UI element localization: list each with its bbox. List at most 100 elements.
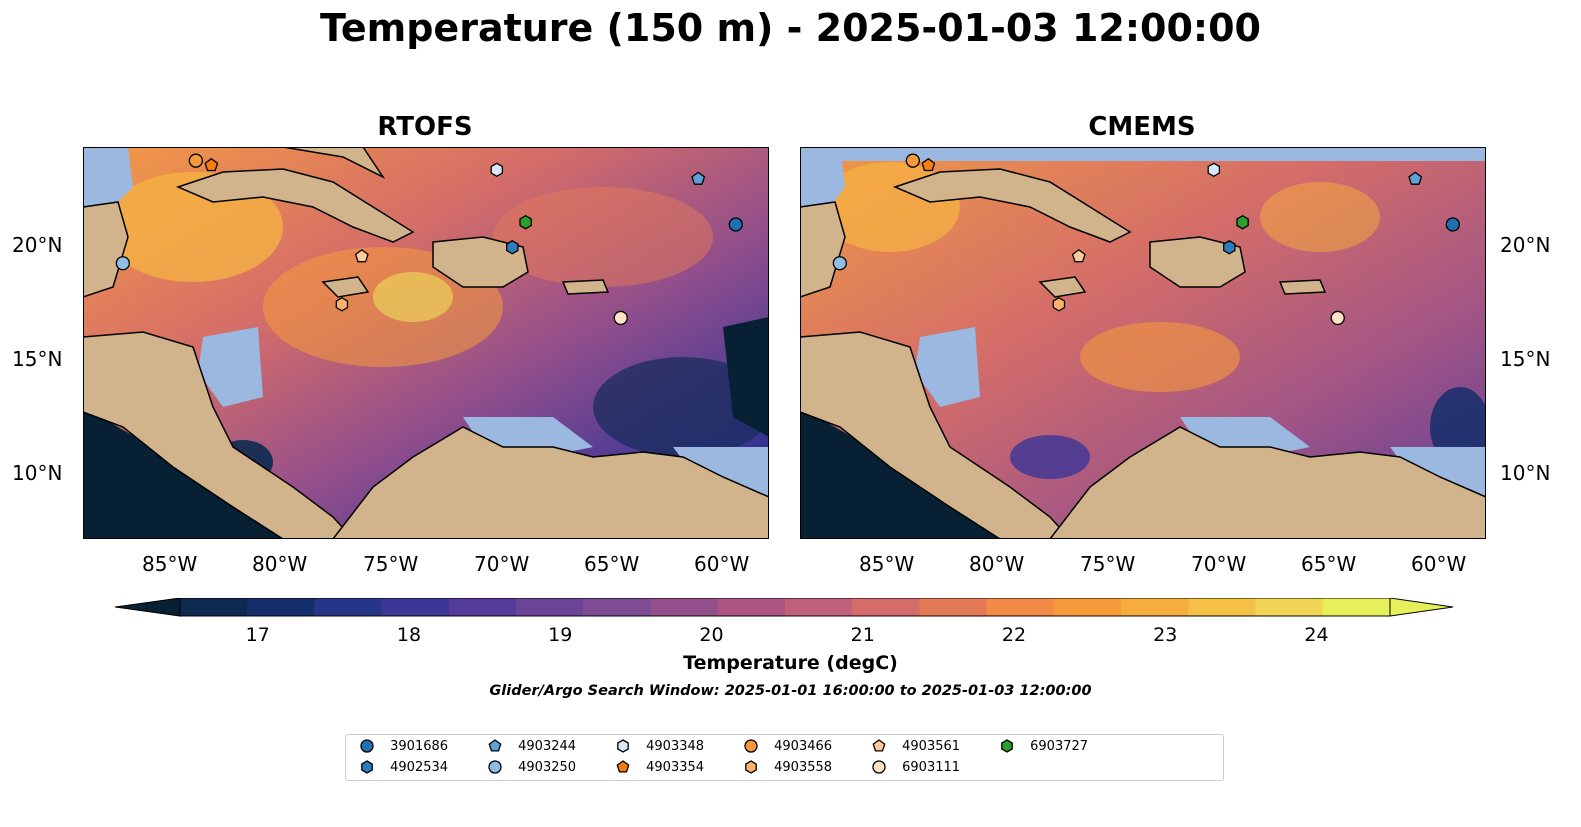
lon-label: 75°W (1080, 552, 1136, 576)
colorbar-segment (986, 598, 1055, 616)
land-south-america (332, 426, 769, 539)
land-puerto-rico (561, 279, 610, 295)
platform-marker-4903250 (115, 256, 130, 271)
colorbar-max-arrow (1389, 598, 1454, 617)
colorbar-segment (1121, 598, 1189, 616)
legend-item-4903354: 4903354 (614, 759, 704, 775)
map-frame (83, 147, 769, 539)
hexagon-marker-icon (617, 739, 629, 753)
platform-marker-4903354 (921, 157, 936, 172)
map-panel-cmems (800, 147, 1486, 539)
colorbar-tick-label: 22 (1001, 624, 1027, 646)
circle-marker-icon (744, 739, 758, 753)
land-hispaniola (1149, 236, 1246, 288)
cold-eddy (1430, 387, 1486, 467)
warm-eddy (1080, 322, 1240, 392)
colorbar-label: Temperature (degC) (683, 652, 898, 674)
legend-label: 6903111 (898, 759, 961, 775)
platform-marker-6903111 (613, 310, 628, 326)
legend-item-4903244: 4903244 (486, 738, 576, 754)
cold-eddy (593, 357, 769, 457)
colorbar-segment (1053, 598, 1122, 616)
lat-label-right: 10°N (1500, 461, 1551, 485)
platform-marker-4903558 (335, 297, 349, 312)
colorbar-segment (852, 598, 920, 616)
shallow-water (915, 327, 980, 407)
colorbar (115, 598, 1454, 617)
platform-marker-4903466 (905, 153, 921, 168)
legend-label: 4903466 (770, 738, 833, 754)
colorbar-segment (448, 598, 517, 616)
platform-marker-4903561 (354, 249, 369, 263)
colorbar-segment (717, 598, 786, 616)
colorbar-segment (583, 598, 652, 616)
legend-label: 3901686 (386, 738, 449, 754)
legend-label: 6903727 (1026, 738, 1089, 754)
map-rtofs (83, 147, 769, 539)
legend: 3901686 4902534 4903244 4903250 4903348 … (345, 734, 1224, 781)
warm-eddy (493, 187, 713, 287)
lon-label: 85°W (142, 552, 198, 576)
lon-label: 70°W (474, 552, 530, 576)
lat-label-left: 15°N (12, 347, 63, 371)
legend-item-4903250: 4903250 (486, 759, 576, 775)
colorbar-segment (516, 598, 584, 616)
colorbar-tick-label: 18 (396, 624, 422, 646)
colorbar-segment (1322, 598, 1391, 616)
land-south-america (1049, 426, 1486, 539)
legend-item-4903348: 4903348 (614, 738, 704, 754)
colorbar-segment (785, 598, 853, 616)
shallow-water (198, 327, 263, 407)
map-cmems (800, 147, 1486, 539)
platform-marker-3901686 (728, 217, 743, 232)
platform-marker-4902534 (1223, 240, 1236, 255)
hexagon-marker-icon (745, 760, 757, 774)
lat-label-right: 15°N (1500, 347, 1551, 371)
colorbar-ticks: 17 18 19 20 21 22 23 24 (0, 624, 1581, 650)
cold-eddy (1010, 435, 1090, 479)
hexagon-marker-icon (361, 760, 373, 774)
colorbar-segment (314, 598, 383, 616)
platform-marker-4903558 (1052, 297, 1066, 312)
platform-marker-4903354 (204, 157, 219, 172)
land-jamaica (321, 276, 370, 298)
legend-label: 4903354 (642, 759, 705, 775)
lon-label: 65°W (584, 552, 640, 576)
panel-title-rtofs: RTOFS (377, 112, 473, 142)
warm-eddy (1260, 182, 1380, 252)
platform-marker-4903348 (490, 162, 504, 178)
land-puerto-rico (1278, 279, 1327, 295)
land-cuba (892, 168, 1132, 243)
platform-marker-4902534 (506, 240, 519, 255)
legend-label: 4903250 (514, 759, 577, 775)
panel-title-cmems: CMEMS (1088, 112, 1196, 142)
platform-marker-4903244 (1408, 171, 1423, 185)
circle-marker-icon (488, 760, 502, 774)
colorbar-tick-label: 19 (548, 624, 573, 646)
lon-label: 75°W (363, 552, 419, 576)
circle-marker-icon (872, 760, 886, 774)
colorbar-segment (650, 598, 719, 616)
platform-markers-rtofs (115, 153, 743, 326)
legend-item-4903561: 4903561 (870, 738, 960, 754)
legend-label: 4903561 (898, 738, 961, 754)
land-hispaniola (432, 236, 529, 288)
colorbar-tick-label: 24 (1304, 624, 1329, 646)
pentagon-marker-icon (488, 739, 502, 752)
platform-marker-6903111 (1330, 310, 1345, 326)
platform-marker-4903466 (188, 153, 204, 168)
colorbar-segment (381, 598, 450, 616)
legend-label: 4903558 (770, 759, 833, 775)
pentagon-marker-icon (616, 760, 630, 773)
lon-label: 80°W (969, 552, 1025, 576)
legend-item-4903558: 4903558 (742, 759, 832, 775)
land-florida (282, 147, 386, 179)
pentagon-marker-icon (872, 739, 886, 752)
platform-marker-4903250 (832, 256, 847, 271)
lon-label: 60°W (694, 552, 750, 576)
colorbar-segment (919, 598, 988, 616)
lon-label: 80°W (252, 552, 308, 576)
atlantic-cold (723, 317, 769, 437)
lat-label-left: 20°N (12, 233, 63, 257)
lon-label: 65°W (1301, 552, 1357, 576)
